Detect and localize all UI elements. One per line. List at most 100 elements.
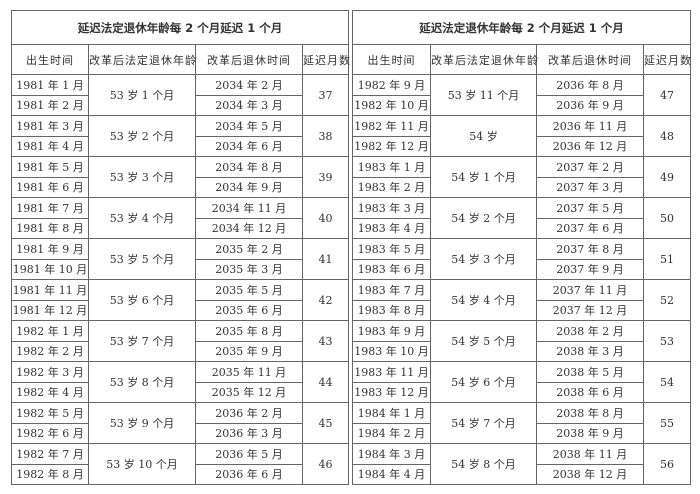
retirement-date-cell: 2038 年 5 月 [536, 361, 644, 383]
retirement-age-cell: 53 岁 4 个月 [88, 197, 196, 239]
retirement-age-cell: 54 岁 3 个月 [430, 238, 537, 280]
table-row: 1983 年 1 月 54 岁 1 个月 2037 年 2 月 49 [352, 156, 692, 198]
retirement-table-right: 延迟法定退休年龄每 2 个月延迟 1 个月 出生时间 改革后法定退休年龄 改革后退休时… [351, 10, 692, 485]
birth-date-cell: 1982 年 11 月 [352, 115, 431, 137]
delay-months-cell: 50 [642, 197, 692, 239]
table-row: 1982 年 2 月 2035 年 9 月 [11, 340, 349, 362]
birth-date-cell: 1983 年 4 月 [352, 217, 431, 239]
retirement-date-cell: 2035 年 8 月 [195, 320, 303, 342]
delay-months-cell: 41 [301, 238, 350, 280]
retirement-date-cell: 2034 年 2 月 [195, 74, 303, 96]
retirement-date-cell: 2035 年 2 月 [195, 238, 303, 260]
retirement-date-cell: 2037 年 12 月 [536, 299, 644, 321]
retirement-age-cell: 53 岁 11 个月 [430, 74, 537, 116]
delay-months-cell: 37 [301, 74, 350, 116]
birth-date-cell: 1982 年 6 月 [11, 422, 89, 444]
header-row: 出生时间 改革后法定退休年龄 改革后退休时间 延迟月数 [11, 44, 350, 75]
table-row: 1981 年 6 月 2034 年 9 月 [11, 176, 349, 198]
table-title: 延迟法定退休年龄每 2 个月延迟 1 个月 [351, 10, 692, 45]
retirement-date-cell: 2038 年 9 月 [536, 422, 644, 444]
table-row: 1982 年 4 月 2035 年 12 月 [11, 381, 349, 403]
birth-date-cell: 1984 年 2 月 [352, 422, 431, 444]
retirement-date-cell: 2035 年 9 月 [195, 340, 303, 362]
header-row: 出生时间 改革后法定退休年龄 改革后退休时间 延迟月数 [352, 44, 692, 75]
retirement-age-cell: 54 岁 [430, 115, 537, 157]
birth-date-cell: 1983 年 9 月 [352, 320, 431, 342]
delay-months-cell: 42 [301, 279, 350, 321]
retirement-date-cell: 2035 年 12 月 [195, 381, 303, 403]
retirement-age-cell: 53 岁 8 个月 [88, 361, 196, 403]
retirement-age-cell: 54 岁 6 个月 [430, 361, 537, 403]
table-row: 1981 年 7 月 53 岁 4 个月 2034 年 11 月 40 [11, 197, 350, 239]
table-row: 1981 年 5 月 53 岁 3 个月 2034 年 8 月 39 [11, 156, 350, 198]
retirement-date-cell: 2038 年 2 月 [536, 320, 644, 342]
birth-date-cell: 1983 年 5 月 [352, 238, 431, 260]
delay-months-cell: 43 [301, 320, 350, 362]
birth-date-cell: 1982 年 7 月 [11, 443, 89, 465]
column-header: 改革后退休时间 [536, 44, 644, 75]
delay-months-cell: 47 [642, 74, 692, 116]
title-row: 延迟法定退休年龄每 2 个月延迟 1 个月 [351, 10, 692, 45]
birth-date-cell: 1983 年 1 月 [352, 156, 431, 178]
table-row: 1984 年 3 月 54 岁 8 个月 2038 年 11 月 56 [352, 443, 692, 485]
birth-date-cell: 1982 年 10 月 [352, 94, 431, 116]
retirement-date-cell: 2038 年 12 月 [536, 463, 644, 485]
delay-months-cell: 56 [642, 443, 692, 485]
table-row: 1982 年 11 月 54 岁 2036 年 11 月 48 [352, 115, 692, 157]
retirement-date-cell: 2036 年 5 月 [195, 443, 303, 465]
table-row: 1983 年 2 月 2037 年 3 月 [352, 176, 691, 198]
retirement-date-cell: 2036 年 8 月 [536, 74, 644, 96]
birth-date-cell: 1982 年 4 月 [11, 381, 89, 403]
retirement-date-cell: 2036 年 12 月 [536, 135, 644, 157]
retirement-date-cell: 2037 年 5 月 [536, 197, 644, 219]
retirement-date-cell: 2036 年 3 月 [195, 422, 303, 444]
retirement-age-cell: 54 岁 4 个月 [430, 279, 537, 321]
birth-date-cell: 1981 年 8 月 [11, 217, 89, 239]
retirement-date-cell: 2037 年 9 月 [536, 258, 644, 280]
birth-date-cell: 1982 年 1 月 [11, 320, 89, 342]
retirement-age-cell: 53 岁 6 个月 [88, 279, 196, 321]
retirement-age-cell: 54 岁 7 个月 [430, 402, 537, 444]
table-row: 1984 年 1 月 54 岁 7 个月 2038 年 8 月 55 [352, 402, 692, 444]
column-header: 出生时间 [352, 44, 431, 75]
table-row: 1984 年 4 月 2038 年 12 月 [352, 463, 691, 485]
retirement-date-cell: 2036 年 11 月 [536, 115, 644, 137]
retirement-age-cell: 54 岁 2 个月 [430, 197, 537, 239]
retirement-date-cell: 2036 年 6 月 [195, 463, 303, 485]
table-row: 1982 年 12 月 2036 年 12 月 [352, 135, 691, 157]
retirement-date-cell: 2038 年 11 月 [536, 443, 644, 465]
birth-date-cell: 1982 年 9 月 [352, 74, 431, 96]
retirement-age-cell: 54 岁 8 个月 [430, 443, 537, 485]
retirement-date-cell: 2035 年 11 月 [195, 361, 303, 383]
delay-months-cell: 46 [301, 443, 350, 485]
table-row: 1983 年 3 月 54 岁 2 个月 2037 年 5 月 50 [352, 197, 692, 239]
birth-date-cell: 1981 年 9 月 [11, 238, 89, 260]
delay-months-cell: 48 [642, 115, 692, 157]
retirement-date-cell: 2034 年 12 月 [195, 217, 303, 239]
delay-months-cell: 51 [642, 238, 692, 280]
birth-date-cell: 1981 年 2 月 [11, 94, 89, 116]
table-row: 1981 年 9 月 53 岁 5 个月 2035 年 2 月 41 [11, 238, 350, 280]
retirement-age-cell: 53 岁 2 个月 [88, 115, 196, 157]
table-row: 1982 年 10 月 2036 年 9 月 [352, 94, 691, 116]
birth-date-cell: 1981 年 5 月 [11, 156, 89, 178]
delay-months-cell: 39 [301, 156, 350, 198]
retirement-date-cell: 2037 年 6 月 [536, 217, 644, 239]
table-row: 1982 年 5 月 53 岁 9 个月 2036 年 2 月 45 [11, 402, 350, 444]
birth-date-cell: 1984 年 1 月 [352, 402, 431, 424]
retirement-date-cell: 2034 年 11 月 [195, 197, 303, 219]
column-header: 延迟月数 [301, 44, 350, 75]
retirement-date-cell: 2036 年 2 月 [195, 402, 303, 424]
retirement-date-cell: 2035 年 3 月 [195, 258, 303, 280]
table-row: 1983 年 5 月 54 岁 3 个月 2037 年 8 月 51 [352, 238, 692, 280]
birth-date-cell: 1983 年 6 月 [352, 258, 431, 280]
retirement-date-cell: 2034 年 6 月 [195, 135, 303, 157]
birth-date-cell: 1982 年 5 月 [11, 402, 89, 424]
birth-date-cell: 1981 年 7 月 [11, 197, 89, 219]
retirement-date-cell: 2034 年 5 月 [195, 115, 303, 137]
retirement-date-cell: 2035 年 5 月 [195, 279, 303, 301]
retirement-age-cell: 54 岁 5 个月 [430, 320, 537, 362]
retirement-age-cell: 53 岁 3 个月 [88, 156, 196, 198]
delay-months-cell: 55 [642, 402, 692, 444]
retirement-date-cell: 2038 年 6 月 [536, 381, 644, 403]
